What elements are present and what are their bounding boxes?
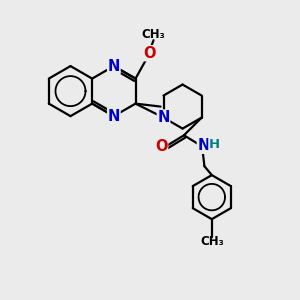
Text: N: N — [197, 138, 210, 153]
Text: N: N — [157, 110, 170, 125]
Text: N: N — [108, 58, 120, 74]
Text: N: N — [108, 109, 120, 124]
Text: CH₃: CH₃ — [200, 236, 224, 248]
Text: O: O — [155, 140, 168, 154]
Text: H: H — [209, 138, 220, 152]
Text: O: O — [143, 46, 155, 61]
Text: CH₃: CH₃ — [142, 28, 165, 41]
